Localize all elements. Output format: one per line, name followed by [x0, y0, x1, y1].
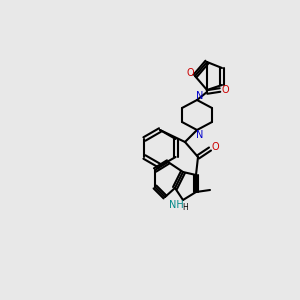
- Text: O: O: [221, 85, 229, 95]
- Text: N: N: [196, 130, 204, 140]
- Text: N: N: [196, 91, 204, 101]
- Text: NH: NH: [169, 200, 183, 210]
- Text: H: H: [182, 203, 188, 212]
- Text: O: O: [186, 68, 194, 78]
- Text: O: O: [211, 142, 219, 152]
